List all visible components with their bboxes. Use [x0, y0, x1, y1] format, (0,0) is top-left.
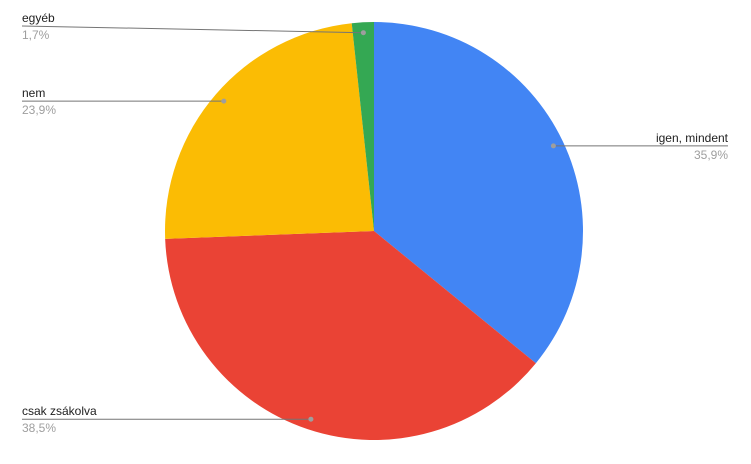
pie-slice-nem [165, 23, 374, 239]
pie-slice-egyeb [351, 22, 374, 231]
leader-dot-nem [221, 98, 227, 104]
leader-dot-csak-zsakolva [308, 416, 314, 422]
leader-dot-igen-mindent [550, 143, 556, 149]
leader-dot-egyeb [360, 30, 366, 36]
leader-line-egyeb [21, 25, 364, 34]
pie-slice-csak-zsakolva [165, 231, 536, 440]
pie-slice-igen-mindent [374, 22, 584, 364]
